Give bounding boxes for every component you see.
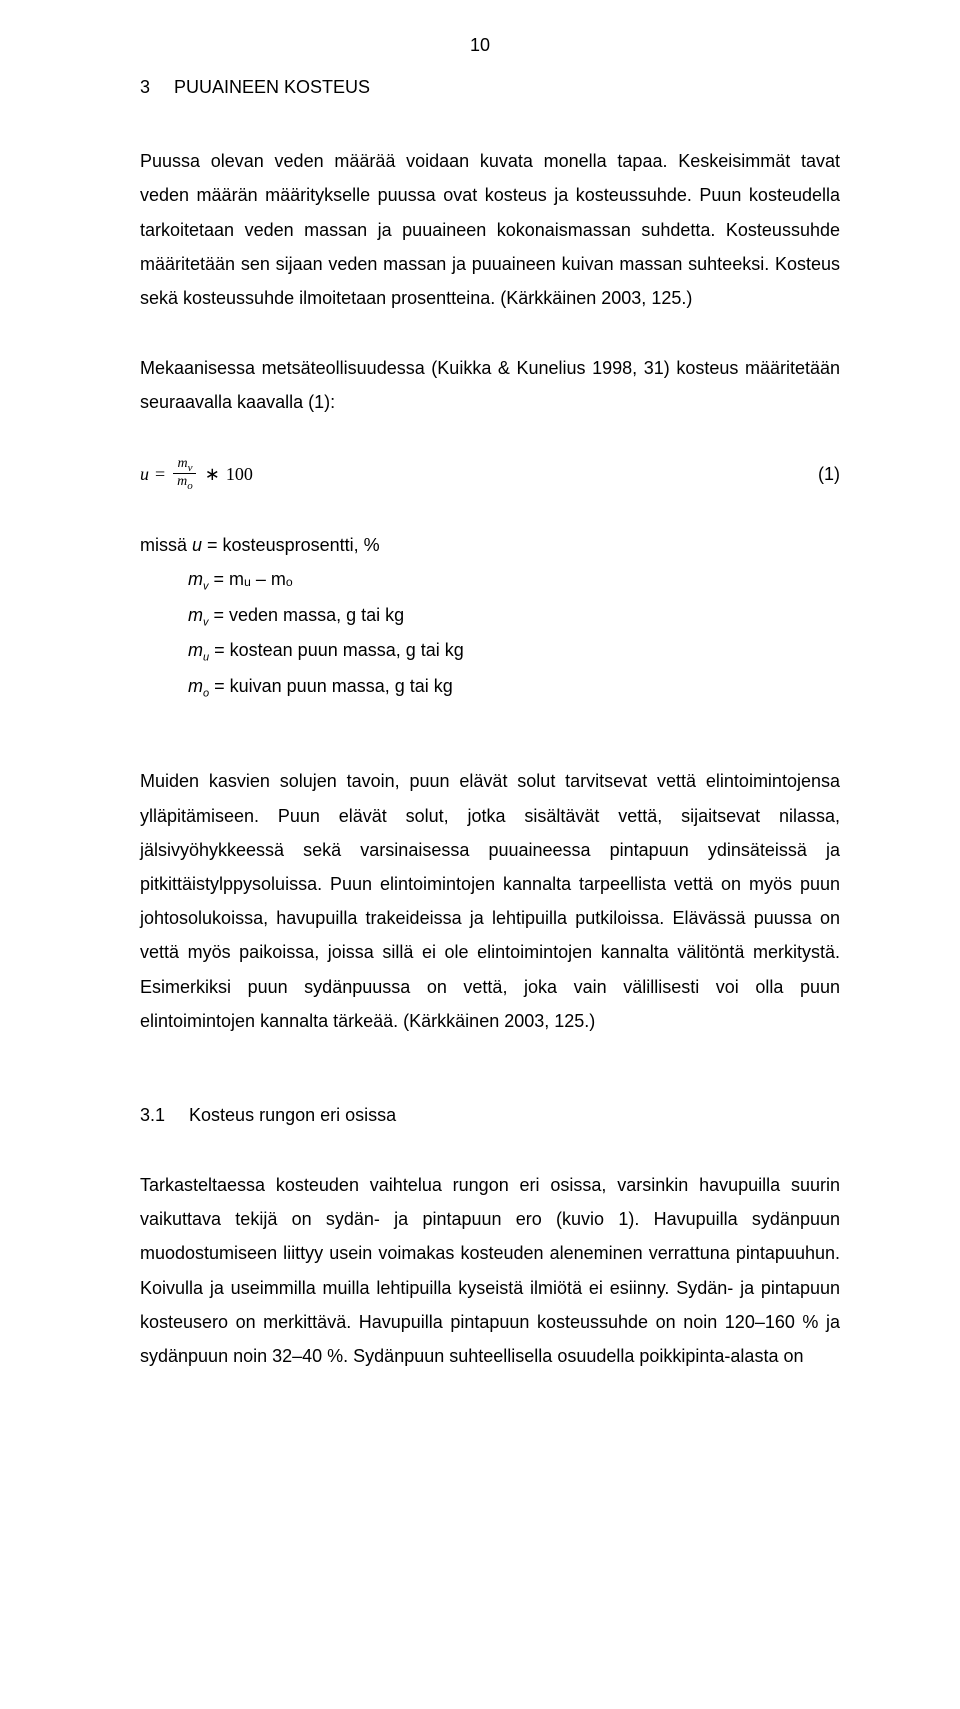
num-sub: v xyxy=(188,461,193,473)
page-number: 10 xyxy=(470,28,490,62)
def-line-4: mu = kostean puun massa, g tai kg xyxy=(140,633,840,668)
variable-definitions: missä u = kosteusprosentti, % mv = mᵤ – … xyxy=(140,528,840,704)
def-line-5: mo = kuivan puun massa, g tai kg xyxy=(140,669,840,704)
formula-numerator: mv xyxy=(173,456,196,475)
def-line-1: missä u = kosteusprosentti, % xyxy=(140,528,840,562)
def-var-mv2: m xyxy=(188,605,203,625)
formula-denominator: mo xyxy=(173,474,197,492)
den-var: m xyxy=(177,474,187,489)
def-rest-3: = veden massa, g tai kg xyxy=(209,605,405,625)
paragraph-1: Puussa olevan veden määrää voidaan kuvat… xyxy=(140,144,840,315)
formula-lhs: u xyxy=(140,457,149,491)
def-var-u: u xyxy=(192,535,202,555)
def-line-2: mv = mᵤ – mₒ xyxy=(140,562,840,597)
def-prefix: missä xyxy=(140,535,192,555)
paragraph-2: Mekaanisessa metsäteollisuudessa (Kuikka… xyxy=(140,351,840,419)
document-page: 10 3 PUUAINEEN KOSTEUS Puussa olevan ved… xyxy=(0,0,960,1709)
subheading-text: Kosteus rungon eri osissa xyxy=(189,1098,396,1132)
def-rest-5: = kuivan puun massa, g tai kg xyxy=(209,676,453,696)
formula-constant: 100 xyxy=(226,457,253,491)
subsection-heading: 3.1 Kosteus rungon eri osissa xyxy=(140,1098,840,1132)
def-rest-2: = mᵤ – mₒ xyxy=(209,569,293,589)
def-rest-4: = kostean puun massa, g tai kg xyxy=(209,640,464,660)
formula-equals: = xyxy=(155,457,165,491)
def-var-mo: m xyxy=(188,676,203,696)
equation-number: (1) xyxy=(818,457,840,491)
def-var-mv: m xyxy=(188,569,203,589)
num-var: m xyxy=(177,456,187,471)
equation: u = mv mo ∗ 100 xyxy=(140,456,253,493)
formula-times: ∗ xyxy=(205,457,220,491)
formula-fraction: mv mo xyxy=(173,456,197,493)
subheading-number: 3.1 xyxy=(140,1098,165,1132)
paragraph-4: Tarkasteltaessa kosteuden vaihtelua rung… xyxy=(140,1168,840,1373)
heading-text: PUUAINEEN KOSTEUS xyxy=(174,70,370,104)
heading-number: 3 xyxy=(140,70,150,104)
equation-row: u = mv mo ∗ 100 (1) xyxy=(140,456,840,493)
def-var-mu: m xyxy=(188,640,203,660)
def-rest-1: = kosteusprosentti, % xyxy=(202,535,380,555)
section-heading: 3 PUUAINEEN KOSTEUS xyxy=(140,70,840,104)
paragraph-3: Muiden kasvien solujen tavoin, puun eläv… xyxy=(140,764,840,1038)
def-line-3: mv = veden massa, g tai kg xyxy=(140,598,840,633)
den-sub: o xyxy=(187,480,193,492)
